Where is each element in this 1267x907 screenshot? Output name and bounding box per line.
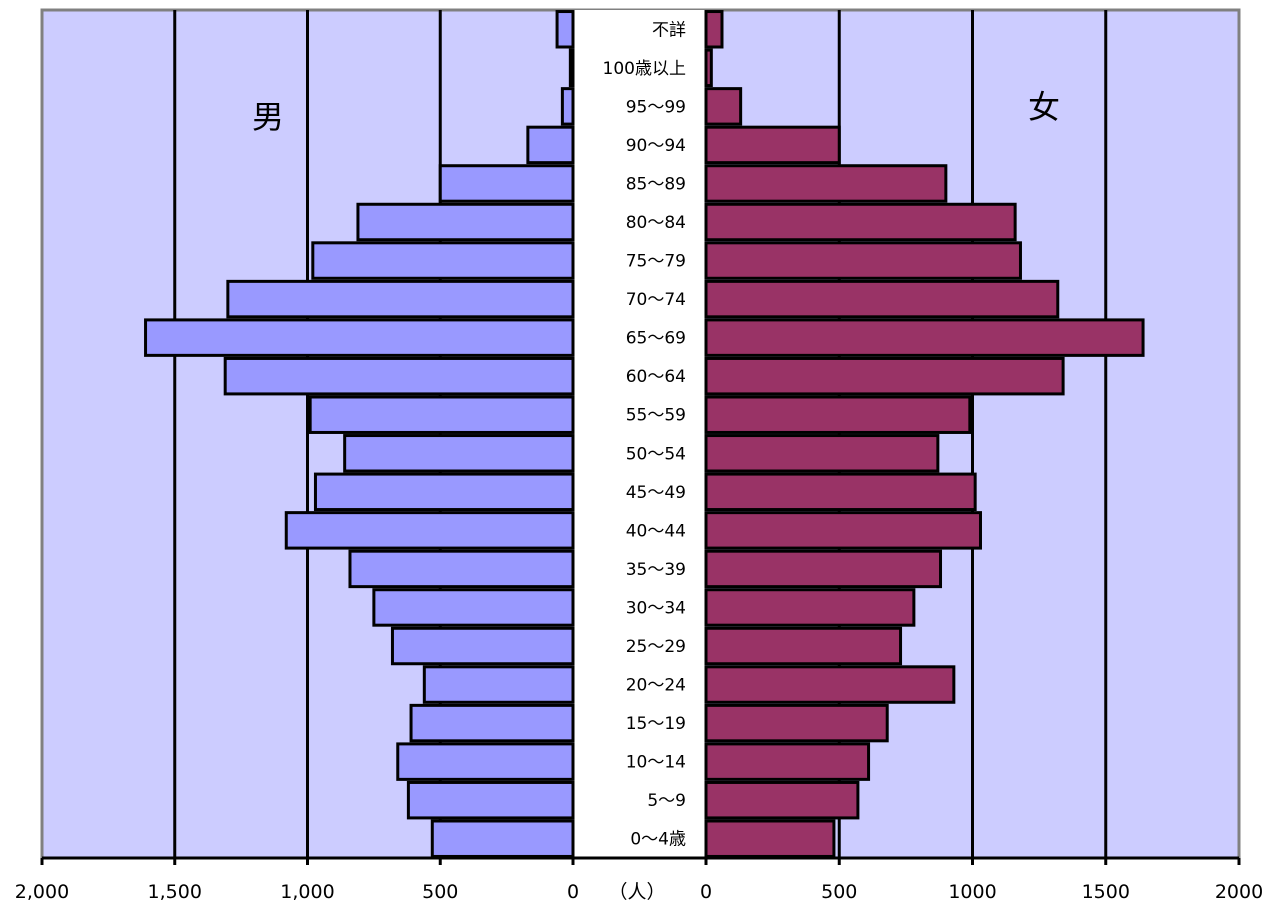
female-bar-13: [704, 318, 1145, 357]
female-bar-0: [704, 819, 836, 858]
male-bar-18: [526, 125, 575, 165]
right-tick-label-0: 0: [700, 881, 712, 903]
age-label-11: 55〜59: [626, 406, 686, 426]
male-bar-10: [343, 434, 575, 473]
age-label-20: 100歳以上: [603, 59, 686, 79]
male-bar-11: [308, 395, 575, 434]
male-bar-15: [311, 241, 575, 280]
male-bar-6: [372, 588, 575, 627]
male-bar-8: [284, 511, 575, 550]
female-bar-19: [704, 87, 743, 126]
left-tick-label-3: 500: [422, 881, 458, 903]
female-bar-14: [704, 279, 1060, 319]
female-bar-10: [704, 434, 940, 473]
age-label-5: 25〜29: [626, 637, 686, 657]
age-label-6: 30〜34: [626, 598, 686, 618]
age-label-14: 70〜74: [626, 290, 686, 310]
male-bar-20: [568, 48, 575, 88]
right-axis-ticks: 0 500 1000 1500 2000: [700, 858, 1263, 903]
male-bar-17: [438, 164, 575, 203]
male-bar-1: [406, 780, 575, 820]
age-label-15: 75〜79: [626, 252, 686, 272]
age-label-0: 0〜4歳: [630, 830, 686, 850]
male-series-label: 男: [252, 98, 284, 136]
female-bar-6: [704, 588, 916, 627]
male-bar-3: [409, 703, 575, 743]
male-bar-0: [430, 819, 575, 858]
age-label-1: 5〜9: [647, 791, 686, 811]
unit-label: （人）: [608, 881, 665, 903]
female-bar-7: [704, 549, 943, 589]
age-label-7: 35〜39: [626, 560, 686, 580]
age-label-3: 15〜19: [626, 714, 686, 734]
age-label-13: 65〜69: [626, 329, 686, 349]
female-bar-4: [704, 665, 956, 704]
male-bar-16: [356, 202, 575, 242]
left-tick-label-2: 1,000: [280, 881, 334, 903]
female-bar-8: [704, 511, 982, 550]
age-label-18: 90〜94: [626, 136, 686, 156]
left-tick-label-0: 2,000: [15, 881, 69, 903]
left-tick-label-1: 1,500: [148, 881, 202, 903]
right-tick-label-1: 500: [821, 881, 857, 903]
female-bar-16: [704, 202, 1017, 242]
age-label-2: 10〜14: [626, 753, 686, 773]
male-bar-9: [313, 472, 575, 512]
age-label-4: 20〜24: [626, 676, 686, 696]
male-bar-5: [390, 626, 575, 666]
left-tick-label-4: 0: [567, 881, 579, 903]
right-tick-label-2: 1000: [948, 881, 996, 903]
female-bars: [704, 10, 1145, 858]
female-bar-2: [704, 742, 871, 781]
right-tick-label-4: 2000: [1215, 881, 1263, 903]
female-bar-5: [704, 626, 903, 666]
age-label-19: 95〜99: [626, 97, 686, 117]
male-bar-19: [560, 87, 575, 126]
male-bar-12: [223, 356, 575, 396]
male-bar-13: [144, 318, 575, 357]
male-bar-4: [422, 665, 575, 704]
age-label-21: 不詳: [652, 20, 686, 40]
age-labels: 0〜4歳 5〜9 10〜14 15〜19 20〜24 25〜29 30〜34 35〜39 40〜…: [603, 20, 686, 849]
age-label-12: 60〜64: [626, 367, 686, 387]
female-bar-12: [704, 356, 1065, 396]
female-bar-1: [704, 780, 860, 820]
female-bar-9: [704, 472, 977, 512]
female-series-label: 女: [1028, 88, 1060, 126]
female-bar-20: [704, 48, 713, 88]
left-axis-ticks: 2,000 1,500 1,000 500 0: [15, 858, 579, 903]
female-bar-18: [704, 125, 841, 165]
female-bar-17: [704, 164, 948, 203]
right-tick-label-3: 1500: [1082, 881, 1130, 903]
age-label-16: 80〜84: [626, 213, 686, 233]
female-bar-15: [704, 241, 1022, 280]
male-bar-2: [396, 742, 575, 781]
age-label-8: 40〜44: [626, 521, 686, 541]
age-label-10: 50〜54: [626, 444, 686, 464]
male-bars: [144, 10, 575, 858]
female-bar-11: [704, 395, 972, 434]
female-bar-3: [704, 703, 889, 743]
age-label-9: 45〜49: [626, 483, 686, 503]
age-label-column: [573, 10, 705, 858]
male-bar-21: [555, 10, 575, 49]
male-bar-7: [348, 549, 575, 589]
age-label-17: 85〜89: [626, 174, 686, 194]
female-bar-21: [704, 10, 724, 49]
male-bar-14: [226, 279, 575, 319]
